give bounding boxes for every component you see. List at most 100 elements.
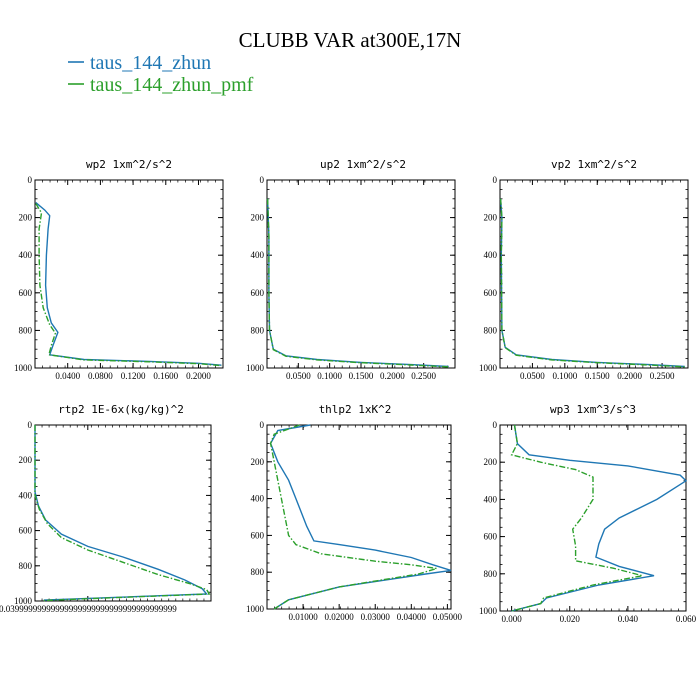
y-tick-label: 200	[251, 213, 265, 223]
y-tick-label: 800	[19, 325, 33, 335]
x-tick-label: 0.1600	[153, 371, 178, 381]
legend-label-1: taus_144_zhun	[90, 52, 211, 74]
x-tick-label: 0.1500	[349, 371, 374, 381]
x-tick-label: 0.000	[502, 614, 523, 624]
y-tick-label: 600	[19, 288, 33, 298]
panel-title: vp2 1xm^2/s^2	[551, 158, 637, 171]
series-line-taus-144-zhun-pmf	[499, 198, 685, 368]
x-tick-label: 0.060	[676, 614, 697, 624]
y-tick-label: 800	[19, 561, 33, 571]
y-tick-label: 600	[484, 532, 498, 542]
x-axis: 0.0500 0.1000 0.1500 0.2000 0.2500	[499, 180, 689, 381]
legend-label-2: taus_144_zhun_pmf	[90, 74, 254, 96]
y-tick-label: 200	[19, 455, 33, 465]
y-tick-label: 400	[19, 490, 33, 500]
y-tick-label: 600	[251, 530, 265, 540]
x-tick-label: 0.03000	[361, 612, 391, 622]
plot-lines	[34, 425, 211, 602]
series-line-taus-144-zhun-pmf	[266, 198, 449, 368]
y-tick-label: 200	[19, 213, 33, 223]
y-tick-label: 1000	[246, 363, 265, 373]
x-tick-label: 0.2000	[617, 371, 642, 381]
y-tick-label: 0	[28, 175, 33, 185]
x-tick-label: 0.02000	[325, 612, 355, 622]
series-line-taus-144-zhun	[266, 198, 449, 368]
legend: taus_144_zhun taus_144_zhun_pmf	[68, 52, 254, 96]
x-tick-label: 0.2000	[380, 371, 405, 381]
y-tick-label: 1000	[479, 606, 498, 616]
x-tick-label: 0.1200	[121, 371, 146, 381]
y-tick-label: 800	[251, 567, 265, 577]
y-tick-label: 600	[484, 288, 498, 298]
plot-frame	[499, 179, 689, 369]
y-tick-label: 0	[260, 420, 265, 430]
panel-title: wp3 1xm^3/s^3	[550, 403, 636, 416]
panel-title: up2 1xm^2/s^2	[320, 158, 406, 171]
y-tick-label: 400	[251, 250, 265, 260]
x-tick-label: 0.2500	[411, 371, 436, 381]
x-axis: 0.000 0.020 0.040 0.060	[499, 425, 697, 624]
panel-title: rtp2 1E-6x(kg/kg)^2	[58, 403, 184, 416]
series-line-taus-144-zhun-pmf	[269, 424, 437, 610]
x-tick-label: 0.2500	[650, 371, 675, 381]
x-tick-label: 0.0500	[286, 371, 311, 381]
series-line-taus-144-zhun-pmf	[510, 424, 643, 612]
y-tick-label: 400	[484, 250, 498, 260]
x-tick-label: 0.020	[560, 614, 581, 624]
y-axis: 0 200 400 600 800 1000	[14, 420, 211, 606]
x-axis: 0.0500 0.1000 0.1500 0.2000 0.2500	[266, 180, 448, 381]
x-axis: 0.01000 0.02000 0.03000 0.04000 0.05000	[266, 425, 463, 622]
y-tick-label: 1000	[246, 604, 265, 614]
y-tick-label: 0	[28, 420, 33, 430]
y-tick-label: 0	[260, 175, 265, 185]
x-tick-label: 0.1500	[585, 371, 610, 381]
x-tick-label: 0.1000	[317, 371, 342, 381]
y-axis: 0 200 400 600 800 1000	[479, 175, 688, 373]
plot-lines	[269, 424, 452, 610]
plot-frame	[34, 179, 224, 369]
y-axis: 0 200 400 600 800 1000	[479, 420, 686, 616]
y-tick-label: 600	[251, 288, 265, 298]
plot-lines	[499, 198, 685, 368]
x-tick-label: 0.05000	[433, 612, 463, 622]
series-line-taus-144-zhun	[511, 424, 688, 612]
y-tick-label: 400	[19, 250, 33, 260]
y-tick-label: 200	[484, 213, 498, 223]
plot-lines	[510, 424, 688, 612]
x-tick-label: 0.040	[618, 614, 639, 624]
y-tick-label: 1000	[14, 596, 33, 606]
y-tick-label: 400	[251, 494, 265, 504]
plot-lines	[266, 198, 449, 368]
series-line-taus-144-zhun-pmf	[34, 425, 211, 602]
panel-title: wp2 1xm^2/s^2	[86, 158, 172, 171]
y-tick-label: 1000	[14, 363, 33, 373]
x-tick-label: 0.0400	[55, 371, 80, 381]
y-tick-label: 0	[493, 175, 498, 185]
x-axis: 0.03999999999999999999999999999999999999	[0, 425, 205, 614]
x-tick-label: 0.2000	[186, 371, 211, 381]
x-tick-label: 0.03999999999999999999999999999999999999	[0, 604, 177, 614]
x-tick-label: 0.0800	[88, 371, 113, 381]
series-line-taus-144-zhun	[35, 202, 222, 366]
plot-frame	[266, 424, 452, 610]
x-tick-label: 0.01000	[288, 612, 318, 622]
series-line-taus-144-zhun	[499, 198, 685, 368]
x-tick-label: 0.0500	[520, 371, 545, 381]
y-tick-label: 600	[19, 526, 33, 536]
x-axis: 0.0400 0.0800 0.1200 0.1600 0.2000	[34, 180, 224, 381]
panel-rtp2: rtp2 1E-6x(kg/kg)^2 0 200 400 600 800 1000 0.…	[0, 403, 212, 614]
panel-title: thlp2 1xK^2	[319, 403, 392, 416]
y-axis: 0 200 400 600 800 1000	[246, 420, 451, 614]
plot-frame	[34, 424, 212, 602]
series-line-taus-144-zhun	[34, 425, 209, 601]
y-axis: 0 200 400 600 800 1000	[14, 175, 223, 373]
plot-frame	[266, 179, 456, 369]
y-tick-label: 800	[484, 325, 498, 335]
figure-title: CLUBB VAR at300E,17N	[239, 28, 462, 52]
y-tick-label: 200	[484, 457, 498, 467]
y-axis: 0 200 400 600 800 1000	[246, 175, 455, 373]
